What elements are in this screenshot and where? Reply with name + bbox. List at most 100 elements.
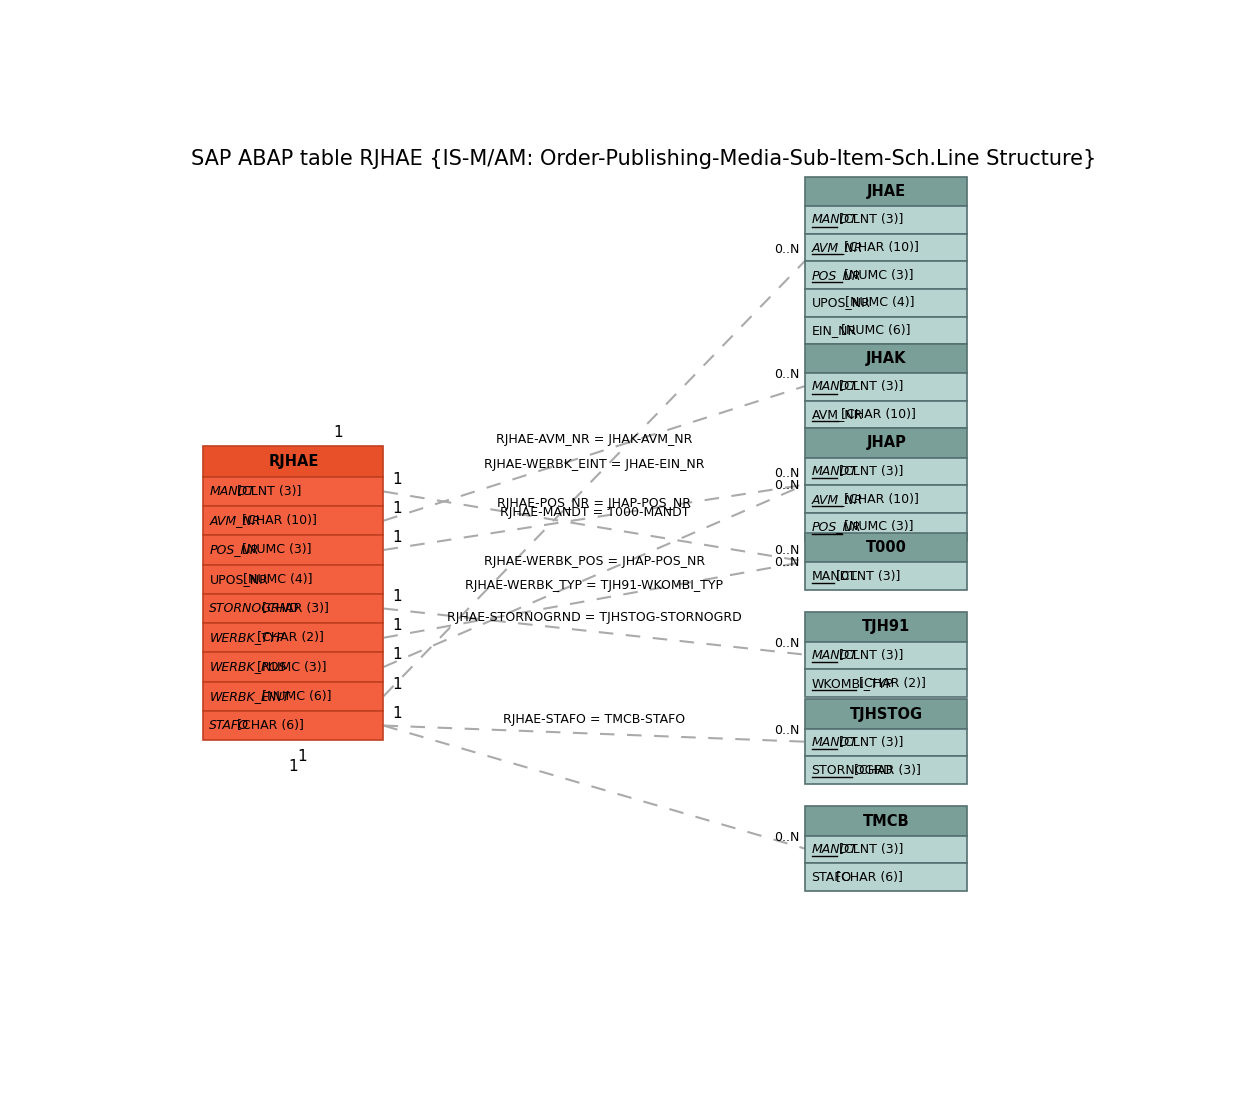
Text: [CLNT (3)]: [CLNT (3)]: [839, 213, 903, 226]
Text: UPOS_NR: UPOS_NR: [811, 297, 870, 309]
Text: RJHAE-STORNOGRND = TJHSTOG-STORNOGRD: RJHAE-STORNOGRND = TJHSTOG-STORNOGRD: [447, 611, 742, 624]
Text: 0..N: 0..N: [774, 831, 799, 844]
Text: AVM_NR: AVM_NR: [811, 492, 863, 506]
Text: RJHAE-STAFO = TMCB-STAFO: RJHAE-STAFO = TMCB-STAFO: [504, 713, 686, 726]
Text: POS_NR: POS_NR: [210, 544, 259, 556]
Text: 0..N: 0..N: [774, 479, 799, 492]
Text: [CHAR (6)]: [CHAR (6)]: [236, 719, 304, 732]
Text: MANDT: MANDT: [210, 485, 255, 498]
Text: 0..N: 0..N: [774, 467, 799, 480]
Text: 0..N: 0..N: [774, 243, 799, 256]
Text: MANDT: MANDT: [811, 843, 858, 856]
Text: 1: 1: [334, 425, 343, 440]
Text: JHAK: JHAK: [865, 351, 907, 366]
Text: 1: 1: [393, 531, 402, 545]
Text: 0..N: 0..N: [774, 544, 799, 557]
Text: [NUMC (4)]: [NUMC (4)]: [845, 297, 914, 309]
Bar: [805, 864, 967, 891]
Text: MANDT: MANDT: [811, 380, 858, 393]
Text: [CLNT (3)]: [CLNT (3)]: [839, 736, 903, 750]
Bar: [805, 177, 967, 206]
Text: [CLNT (3)]: [CLNT (3)]: [839, 843, 903, 856]
Bar: [805, 344, 967, 373]
Text: RJHAE-WERBK_POS = JHAP-POS_NR: RJHAE-WERBK_POS = JHAP-POS_NR: [484, 555, 705, 568]
Text: TJH91: TJH91: [862, 620, 911, 634]
Text: MANDT: MANDT: [811, 465, 858, 478]
Bar: [805, 756, 967, 784]
Text: [CHAR (10)]: [CHAR (10)]: [840, 408, 916, 421]
Text: [CLNT (3)]: [CLNT (3)]: [839, 465, 903, 478]
Text: [CHAR (2)]: [CHAR (2)]: [256, 631, 324, 644]
Text: [CLNT (3)]: [CLNT (3)]: [839, 650, 903, 662]
Bar: [805, 699, 967, 729]
Text: [NUMC (3)]: [NUMC (3)]: [844, 521, 913, 533]
Text: [CLNT (3)]: [CLNT (3)]: [236, 485, 301, 498]
Text: [CLNT (3)]: [CLNT (3)]: [839, 380, 903, 393]
Text: 1: 1: [298, 750, 308, 765]
Text: [NUMC (6)]: [NUMC (6)]: [840, 324, 911, 337]
Text: POS_NR: POS_NR: [811, 268, 862, 281]
Text: [CLNT (3)]: [CLNT (3)]: [836, 569, 901, 582]
Bar: [805, 233, 967, 262]
Text: [CHAR (3)]: [CHAR (3)]: [261, 602, 329, 615]
Bar: [805, 373, 967, 401]
Bar: [805, 429, 967, 457]
Bar: [805, 807, 967, 835]
Bar: [805, 513, 967, 541]
Text: UPOS_NR: UPOS_NR: [210, 573, 269, 586]
Text: RJHAE-WERBK_TYP = TJH91-WKOMBI_TYP: RJHAE-WERBK_TYP = TJH91-WKOMBI_TYP: [466, 579, 723, 592]
Bar: [805, 642, 967, 669]
Text: JHAP: JHAP: [867, 435, 906, 451]
Text: 1: 1: [393, 618, 402, 633]
Text: WERBK_EINT: WERBK_EINT: [210, 690, 290, 702]
Text: WKOMBI_TYP: WKOMBI_TYP: [811, 677, 893, 690]
Bar: [203, 535, 383, 565]
Text: [CHAR (10)]: [CHAR (10)]: [241, 514, 317, 528]
Bar: [203, 477, 383, 507]
Text: [CHAR (3)]: [CHAR (3)]: [854, 764, 921, 777]
Text: RJHAE: RJHAE: [269, 454, 319, 469]
Text: MANDT: MANDT: [811, 569, 858, 582]
Text: AVM_NR: AVM_NR: [210, 514, 261, 528]
Bar: [805, 289, 967, 317]
Bar: [805, 612, 967, 642]
Text: 0..N: 0..N: [774, 368, 799, 381]
Bar: [203, 681, 383, 711]
Text: WERBK_TYP: WERBK_TYP: [210, 631, 284, 644]
Text: SAP ABAP table RJHAE {IS-M/AM: Order-Publishing-Media-Sub-Item-Sch.Line Structur: SAP ABAP table RJHAE {IS-M/AM: Order-Pub…: [191, 148, 1096, 169]
Bar: [805, 835, 967, 864]
Text: AVM_NR: AVM_NR: [811, 241, 863, 254]
Bar: [203, 623, 383, 653]
Text: STORNOGRD: STORNOGRD: [811, 764, 893, 777]
Text: 1: 1: [393, 589, 402, 603]
Text: POS_NR: POS_NR: [811, 521, 862, 533]
Text: STORNOGRND: STORNOGRND: [210, 602, 300, 615]
Text: [NUMC (6)]: [NUMC (6)]: [261, 690, 332, 702]
Text: [CHAR (10)]: [CHAR (10)]: [844, 492, 919, 506]
Text: RJHAE-AVM_NR = JHAK-AVM_NR: RJHAE-AVM_NR = JHAK-AVM_NR: [496, 433, 692, 446]
Text: MANDT: MANDT: [811, 650, 858, 662]
Text: 1: 1: [289, 758, 298, 774]
Text: MANDT: MANDT: [811, 213, 858, 226]
Text: JHAE: JHAE: [867, 184, 906, 199]
Text: 1: 1: [393, 677, 402, 691]
Text: EIN_NR: EIN_NR: [811, 324, 857, 337]
Text: 0..N: 0..N: [774, 637, 799, 651]
Text: [CHAR (10)]: [CHAR (10)]: [844, 241, 919, 254]
Bar: [805, 729, 967, 756]
Bar: [805, 317, 967, 344]
Text: WERBK_POS: WERBK_POS: [210, 660, 286, 674]
Bar: [805, 533, 967, 563]
Bar: [203, 593, 383, 623]
Bar: [805, 262, 967, 289]
Text: 1: 1: [393, 706, 402, 721]
Text: 1: 1: [393, 471, 402, 487]
Bar: [805, 563, 967, 590]
Text: 0..N: 0..N: [774, 556, 799, 569]
Text: STAFO: STAFO: [811, 870, 852, 884]
Text: [NUMC (3)]: [NUMC (3)]: [241, 544, 311, 556]
Text: 0..N: 0..N: [774, 724, 799, 737]
Bar: [805, 401, 967, 429]
Text: RJHAE-MANDT = T000-MANDT: RJHAE-MANDT = T000-MANDT: [500, 506, 690, 519]
Bar: [203, 565, 383, 593]
